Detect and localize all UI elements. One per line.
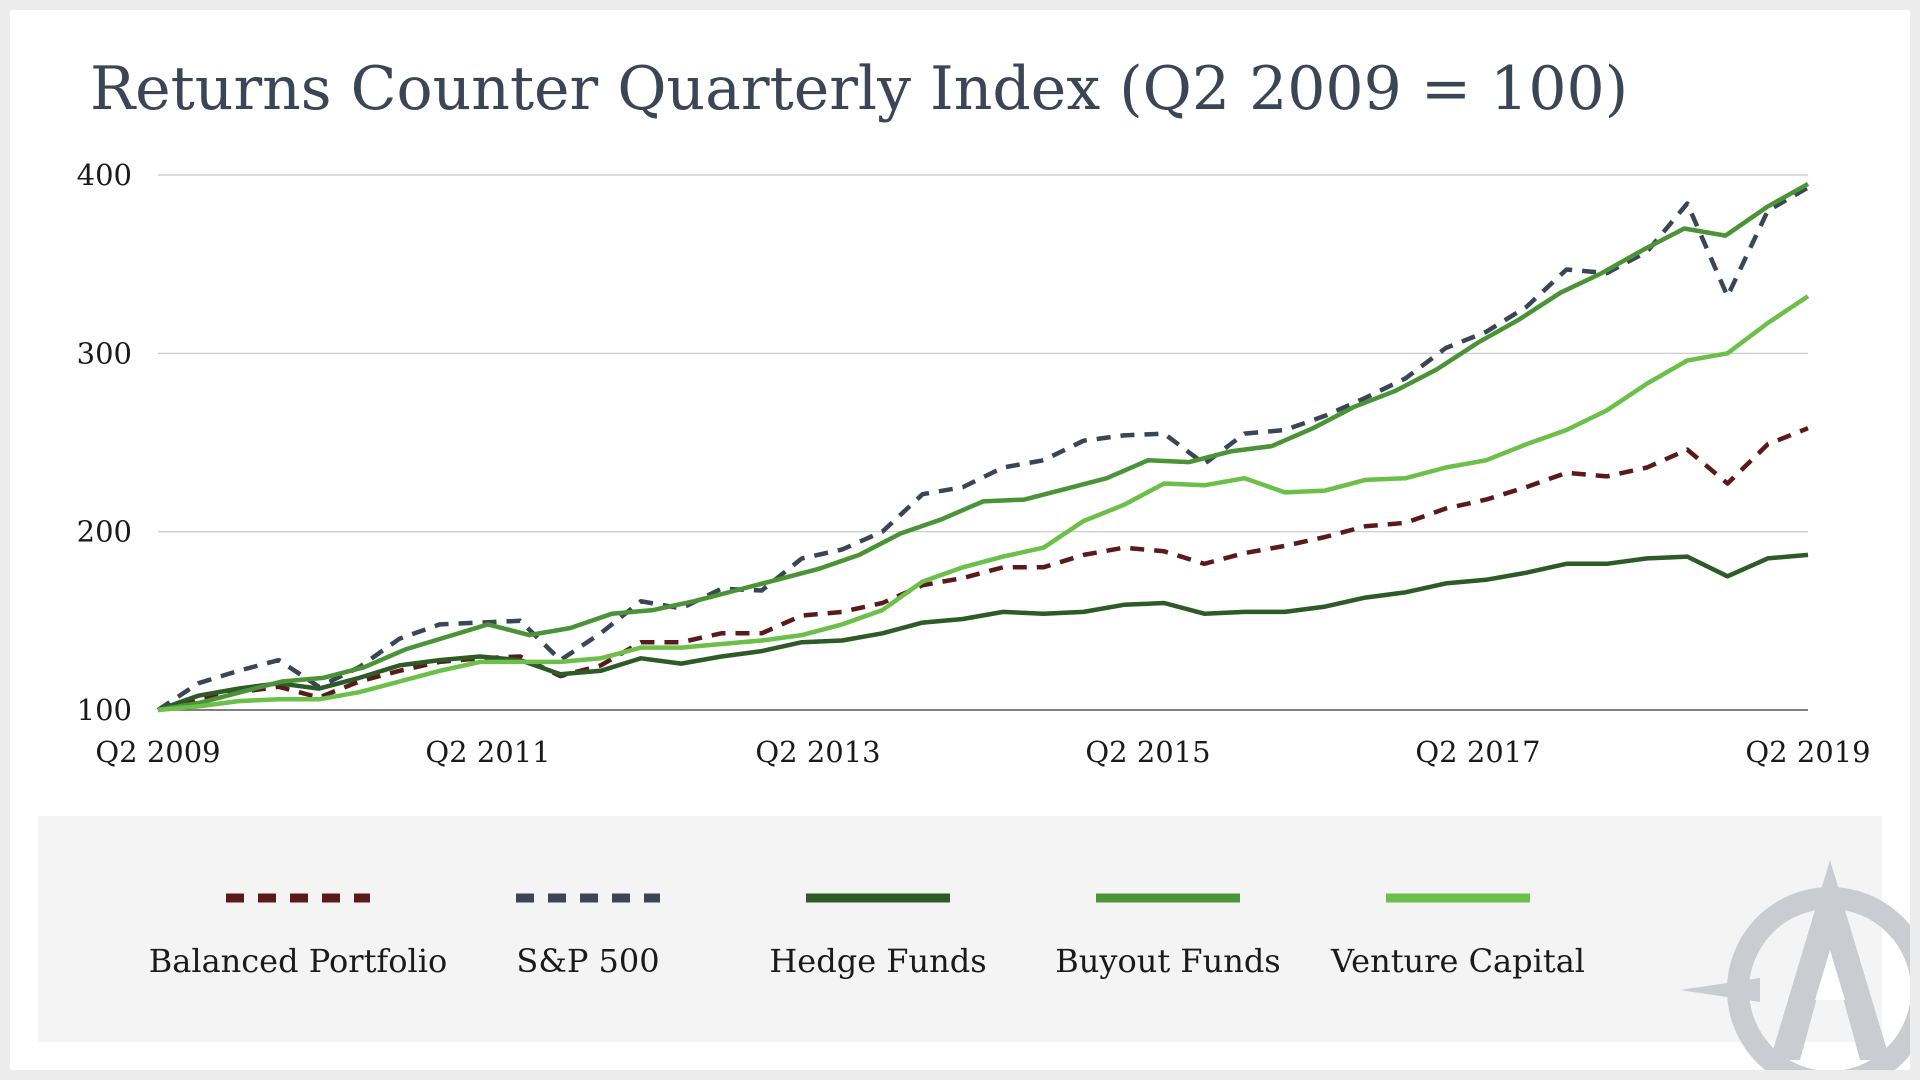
legend: Balanced Portfolio S&P 500 Hedge Funds Buyo… <box>38 816 1882 1042</box>
slide: Returns Counter Quarterly Index (Q2 2009… <box>10 10 1910 1070</box>
chart-title: Returns Counter Quarterly Index (Q2 2009… <box>90 54 1629 124</box>
x-tick-label: Q2 2013 <box>755 735 880 769</box>
legend-swatch <box>1386 893 1530 903</box>
x-tick-label: Q2 2011 <box>425 735 550 769</box>
legend-item: Buyout Funds <box>1018 816 1318 1042</box>
firm-logo-icon <box>1680 860 1910 1070</box>
legend-swatch <box>806 893 950 903</box>
legend-label: Hedge Funds <box>769 942 987 980</box>
legend-label: Balanced Portfolio <box>148 942 448 980</box>
y-tick-label: 400 <box>77 158 132 192</box>
legend-label: S&P 500 <box>516 942 660 980</box>
y-tick-label: 100 <box>77 693 132 727</box>
x-tick-label: Q2 2019 <box>1745 735 1870 769</box>
x-tick-label: Q2 2009 <box>95 735 220 769</box>
legend-swatch <box>1096 893 1240 903</box>
legend-label: Venture Capital <box>1330 942 1586 980</box>
y-tick-label: 200 <box>77 515 132 549</box>
legend-item: S&P 500 <box>438 816 738 1042</box>
legend-item: Hedge Funds <box>728 816 1028 1042</box>
x-tick-label: Q2 2015 <box>1085 735 1210 769</box>
legend-label: Buyout Funds <box>1055 942 1281 980</box>
legend-item: Venture Capital <box>1308 816 1608 1042</box>
legend-swatch <box>516 893 660 903</box>
series-line-s-p-500 <box>156 185 1810 712</box>
series-line-buyout-funds <box>157 181 1810 713</box>
series-line-balanced-portfolio <box>157 426 1809 713</box>
x-tick-label: Q2 2017 <box>1415 735 1540 769</box>
series-line-venture-capital <box>157 294 1810 713</box>
y-tick-label: 300 <box>77 336 132 370</box>
line-chart: 100 200 300 400 Q2 2009 Q2 2011 Q2 2013 Q2 2015… <box>77 158 1871 769</box>
legend-swatch <box>226 893 370 903</box>
series-line-hedge-funds <box>157 552 1809 713</box>
legend-item: Balanced Portfolio <box>148 816 448 1042</box>
